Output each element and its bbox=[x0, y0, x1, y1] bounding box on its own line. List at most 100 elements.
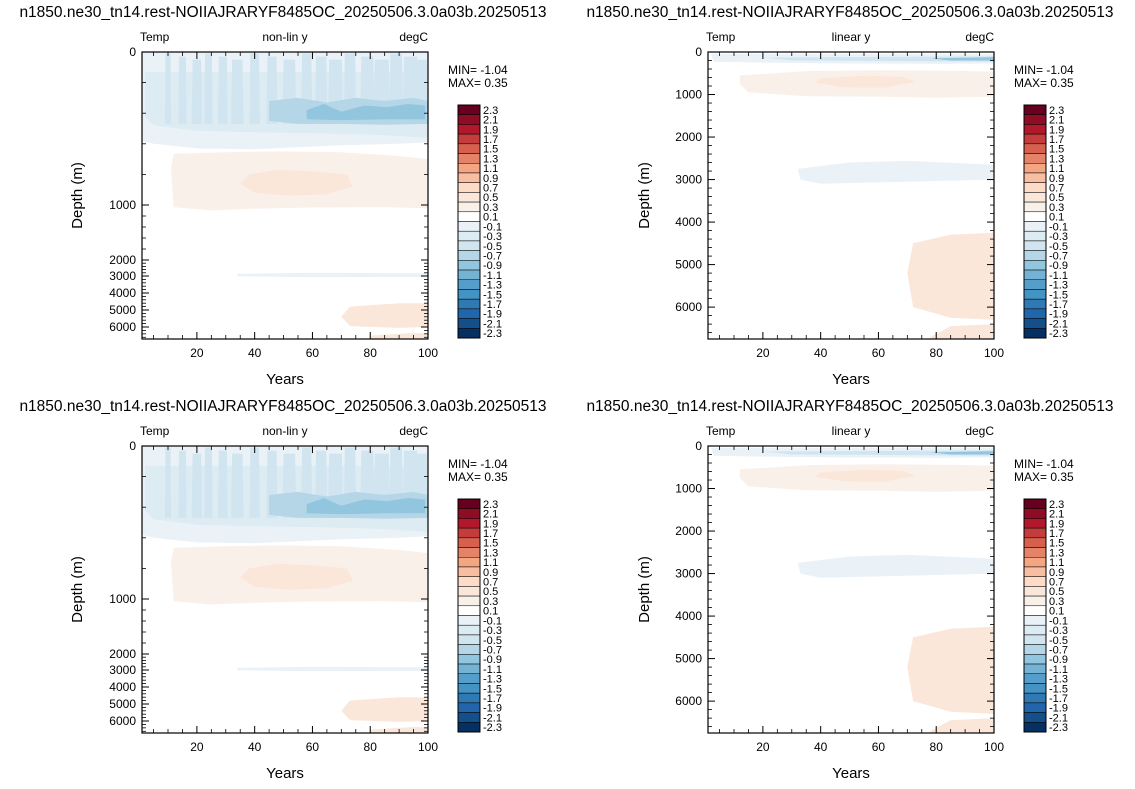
warm-band-core bbox=[814, 469, 916, 482]
colorbar-label: 1.3 bbox=[483, 153, 498, 165]
colorbar-swatch bbox=[1023, 298, 1047, 310]
min-label: MIN= -1.04 bbox=[1014, 457, 1074, 471]
chart-svg: n1850.ne30_tn14.rest-NOIIAJRARYF8485OC_2… bbox=[586, 398, 1113, 782]
colorbar-label: 1.7 bbox=[1049, 134, 1064, 146]
colorbar-swatch bbox=[1023, 624, 1047, 636]
colorbar-swatch bbox=[457, 673, 481, 684]
y-tick-label: 6000 bbox=[109, 714, 136, 728]
deep-cold-band bbox=[797, 554, 994, 578]
colorbar-swatch bbox=[457, 318, 481, 329]
colorbar: 2.32.11.91.71.51.31.10.90.70.50.30.1-0.1… bbox=[1023, 498, 1068, 734]
max-label: MAX= 0.35 bbox=[1014, 76, 1074, 90]
y-axis-title: Depth (m) bbox=[636, 162, 653, 229]
colorbar-swatch bbox=[457, 269, 481, 280]
max-label: MAX= 0.35 bbox=[448, 470, 508, 484]
colorbar-label: 2.3 bbox=[483, 105, 498, 117]
x-tick-label: 40 bbox=[814, 740, 828, 754]
colorbar-label: 0.1 bbox=[1049, 606, 1064, 618]
colorbar-label: -1.7 bbox=[1049, 693, 1068, 705]
colorbar-swatch bbox=[1023, 615, 1047, 626]
cold-streak bbox=[191, 59, 203, 124]
colorbar-label: -0.5 bbox=[483, 241, 502, 253]
colorbar-label: -1.3 bbox=[1049, 280, 1068, 292]
colorbar-label: -1.9 bbox=[483, 309, 502, 321]
colorbar-swatch bbox=[1023, 712, 1047, 723]
colorbar-swatch bbox=[1023, 566, 1047, 577]
colorbar-label: 1.1 bbox=[483, 557, 498, 569]
colorbar-swatch bbox=[1023, 279, 1047, 290]
cold-core-strong bbox=[306, 104, 426, 121]
colorbar-swatch bbox=[1023, 250, 1047, 261]
cold-streak bbox=[204, 447, 213, 518]
x-tick-label: 20 bbox=[190, 346, 204, 360]
surface-cold-strong bbox=[930, 451, 994, 455]
colorbar-label: 2.3 bbox=[1049, 105, 1064, 117]
colorbar-swatch bbox=[1023, 114, 1047, 125]
colorbar-frame bbox=[1023, 498, 1047, 733]
colorbar-swatch bbox=[457, 133, 481, 145]
colorbar-swatch bbox=[1023, 644, 1047, 655]
y-tick-label: 2000 bbox=[109, 647, 136, 661]
y-tick-label: 0 bbox=[695, 439, 702, 453]
colorbar-swatch bbox=[457, 182, 481, 193]
colorbar-swatch bbox=[1023, 201, 1047, 213]
y-tick-label: 3000 bbox=[109, 663, 136, 677]
axis-mode-label: linear y bbox=[832, 424, 871, 438]
colorbar-label: -2.1 bbox=[1049, 318, 1068, 330]
colorbar-label: 0.1 bbox=[483, 212, 498, 224]
colorbar-label: 1.3 bbox=[1049, 547, 1064, 559]
colorbar-swatch bbox=[457, 163, 481, 174]
colorbar-swatch bbox=[457, 289, 481, 300]
y-tick-label: 2000 bbox=[675, 524, 702, 538]
colorbar-label: 0.3 bbox=[483, 596, 498, 608]
y-tick-label: 3000 bbox=[675, 567, 702, 581]
colorbar-label: -1.5 bbox=[483, 683, 502, 695]
x-tick-label: 60 bbox=[872, 346, 886, 360]
y-tick-label: 5000 bbox=[675, 652, 702, 666]
colorbar-swatch bbox=[1023, 673, 1047, 684]
colorbar-label: 1.5 bbox=[1049, 538, 1064, 550]
colorbar-label: -0.9 bbox=[1049, 260, 1068, 272]
colorbar-swatch bbox=[457, 250, 481, 261]
colorbar-label: 1.7 bbox=[483, 528, 498, 540]
colorbar-label: -1.1 bbox=[1049, 270, 1068, 282]
x-axis-title: Years bbox=[832, 765, 870, 782]
y-tick-label: 1000 bbox=[109, 198, 136, 212]
colorbar-label: -1.1 bbox=[483, 270, 502, 282]
x-tick-label: 60 bbox=[306, 346, 320, 360]
x-tick-label: 100 bbox=[418, 740, 438, 754]
cold-streak bbox=[191, 453, 203, 518]
colorbar-label: -1.7 bbox=[1049, 299, 1068, 311]
cold-streak bbox=[249, 53, 260, 124]
cold-core-strong bbox=[306, 498, 426, 515]
x-tick-label: 80 bbox=[930, 346, 944, 360]
chart-title: n1850.ne30_tn14.rest-NOIIAJRARYF8485OC_2… bbox=[19, 398, 546, 415]
y-tick-label: 1000 bbox=[675, 482, 702, 496]
colorbar-swatch bbox=[1023, 211, 1047, 222]
deep-warm-lobe bbox=[907, 626, 994, 714]
colorbar-swatch bbox=[1023, 498, 1047, 509]
plot-frame bbox=[707, 51, 995, 340]
cold-streak bbox=[164, 447, 172, 518]
y-tick-label: 0 bbox=[129, 439, 136, 453]
colorbar-label: -1.9 bbox=[1049, 703, 1068, 715]
colorbar-swatch bbox=[457, 722, 481, 733]
colorbar-label: -1.7 bbox=[483, 693, 502, 705]
colorbar-swatch bbox=[1023, 328, 1047, 339]
colorbar-label: 0.7 bbox=[483, 577, 498, 589]
colorbar-swatch bbox=[457, 508, 481, 519]
colorbar-swatch bbox=[457, 566, 481, 577]
units-label: degC bbox=[399, 424, 428, 438]
colorbar-swatch bbox=[457, 537, 481, 548]
colorbar-label: 0.9 bbox=[1049, 567, 1064, 579]
cold-streak bbox=[178, 56, 187, 124]
colorbar-frame bbox=[457, 104, 481, 339]
colorbar-swatch bbox=[457, 172, 481, 183]
colorbar-swatch bbox=[1023, 654, 1047, 665]
colorbar-swatch bbox=[457, 615, 481, 626]
colorbar-label: 2.3 bbox=[483, 499, 498, 511]
colorbar-swatch bbox=[457, 683, 481, 694]
colorbar-swatch bbox=[1023, 557, 1047, 568]
colorbar-frame bbox=[457, 498, 481, 733]
colorbar-swatch bbox=[457, 143, 481, 154]
